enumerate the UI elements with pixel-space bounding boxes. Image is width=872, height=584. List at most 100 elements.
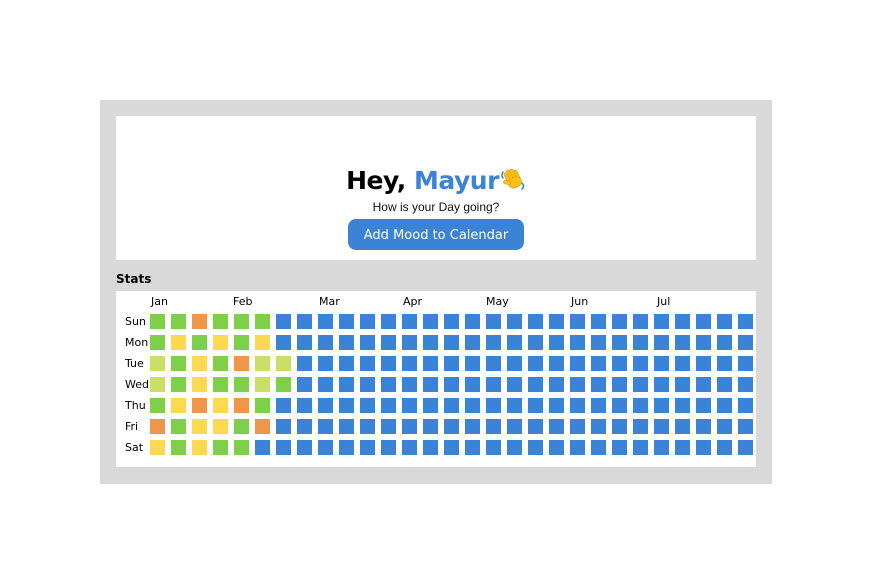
- mood-cell[interactable]: [297, 335, 312, 350]
- mood-cell[interactable]: [339, 335, 354, 350]
- mood-cell[interactable]: [234, 377, 249, 392]
- mood-cell[interactable]: [633, 377, 648, 392]
- mood-cell[interactable]: [528, 419, 543, 434]
- mood-cell[interactable]: [444, 398, 459, 413]
- mood-cell[interactable]: [444, 440, 459, 455]
- mood-cell[interactable]: [486, 440, 501, 455]
- mood-cell[interactable]: [171, 314, 186, 329]
- mood-cell[interactable]: [486, 335, 501, 350]
- mood-cell[interactable]: [213, 356, 228, 371]
- mood-cell[interactable]: [612, 398, 627, 413]
- mood-cell[interactable]: [717, 419, 732, 434]
- mood-cell[interactable]: [297, 419, 312, 434]
- mood-cell[interactable]: [255, 419, 270, 434]
- mood-cell[interactable]: [276, 377, 291, 392]
- mood-cell[interactable]: [696, 377, 711, 392]
- mood-cell[interactable]: [717, 398, 732, 413]
- mood-cell[interactable]: [381, 419, 396, 434]
- mood-cell[interactable]: [381, 377, 396, 392]
- mood-cell[interactable]: [570, 419, 585, 434]
- mood-cell[interactable]: [507, 440, 522, 455]
- mood-cell[interactable]: [570, 335, 585, 350]
- mood-cell[interactable]: [633, 335, 648, 350]
- mood-cell[interactable]: [549, 419, 564, 434]
- mood-cell[interactable]: [381, 398, 396, 413]
- mood-cell[interactable]: [696, 440, 711, 455]
- mood-cell[interactable]: [717, 377, 732, 392]
- mood-cell[interactable]: [570, 314, 585, 329]
- mood-cell[interactable]: [696, 335, 711, 350]
- mood-cell[interactable]: [360, 356, 375, 371]
- mood-cell[interactable]: [570, 440, 585, 455]
- mood-cell[interactable]: [318, 356, 333, 371]
- mood-cell[interactable]: [465, 335, 480, 350]
- mood-cell[interactable]: [633, 440, 648, 455]
- mood-cell[interactable]: [696, 356, 711, 371]
- mood-cell[interactable]: [423, 398, 438, 413]
- mood-cell[interactable]: [444, 419, 459, 434]
- mood-cell[interactable]: [192, 419, 207, 434]
- mood-cell[interactable]: [654, 377, 669, 392]
- mood-cell[interactable]: [339, 314, 354, 329]
- mood-cell[interactable]: [528, 356, 543, 371]
- mood-cell[interactable]: [381, 335, 396, 350]
- mood-cell[interactable]: [297, 398, 312, 413]
- mood-cell[interactable]: [318, 440, 333, 455]
- mood-cell[interactable]: [549, 335, 564, 350]
- mood-cell[interactable]: [360, 419, 375, 434]
- mood-cell[interactable]: [402, 398, 417, 413]
- mood-cell[interactable]: [402, 314, 417, 329]
- mood-cell[interactable]: [591, 398, 606, 413]
- mood-cell[interactable]: [654, 398, 669, 413]
- mood-cell[interactable]: [717, 314, 732, 329]
- mood-cell[interactable]: [276, 398, 291, 413]
- mood-cell[interactable]: [171, 335, 186, 350]
- mood-cell[interactable]: [150, 419, 165, 434]
- mood-cell[interactable]: [738, 335, 753, 350]
- mood-cell[interactable]: [339, 356, 354, 371]
- mood-cell[interactable]: [255, 377, 270, 392]
- mood-cell[interactable]: [591, 440, 606, 455]
- mood-cell[interactable]: [696, 314, 711, 329]
- mood-cell[interactable]: [738, 356, 753, 371]
- mood-cell[interactable]: [528, 440, 543, 455]
- mood-cell[interactable]: [612, 356, 627, 371]
- mood-cell[interactable]: [171, 398, 186, 413]
- mood-cell[interactable]: [654, 356, 669, 371]
- mood-cell[interactable]: [339, 377, 354, 392]
- mood-cell[interactable]: [402, 377, 417, 392]
- mood-cell[interactable]: [276, 419, 291, 434]
- mood-cell[interactable]: [633, 314, 648, 329]
- mood-cell[interactable]: [675, 440, 690, 455]
- mood-cell[interactable]: [549, 314, 564, 329]
- mood-cell[interactable]: [234, 356, 249, 371]
- mood-cell[interactable]: [213, 419, 228, 434]
- mood-cell[interactable]: [192, 356, 207, 371]
- mood-cell[interactable]: [423, 377, 438, 392]
- mood-cell[interactable]: [171, 356, 186, 371]
- mood-cell[interactable]: [423, 314, 438, 329]
- mood-cell[interactable]: [633, 419, 648, 434]
- mood-cell[interactable]: [423, 356, 438, 371]
- mood-cell[interactable]: [192, 398, 207, 413]
- mood-cell[interactable]: [255, 440, 270, 455]
- mood-cell[interactable]: [171, 440, 186, 455]
- mood-cell[interactable]: [360, 314, 375, 329]
- mood-cell[interactable]: [150, 398, 165, 413]
- mood-cell[interactable]: [570, 356, 585, 371]
- mood-cell[interactable]: [234, 398, 249, 413]
- mood-cell[interactable]: [507, 377, 522, 392]
- mood-cell[interactable]: [213, 440, 228, 455]
- mood-cell[interactable]: [381, 314, 396, 329]
- mood-cell[interactable]: [738, 314, 753, 329]
- mood-cell[interactable]: [234, 440, 249, 455]
- mood-cell[interactable]: [255, 314, 270, 329]
- mood-cell[interactable]: [465, 356, 480, 371]
- mood-cell[interactable]: [150, 314, 165, 329]
- mood-cell[interactable]: [171, 377, 186, 392]
- mood-cell[interactable]: [255, 398, 270, 413]
- mood-cell[interactable]: [318, 314, 333, 329]
- mood-cell[interactable]: [738, 398, 753, 413]
- mood-cell[interactable]: [213, 335, 228, 350]
- mood-cell[interactable]: [402, 335, 417, 350]
